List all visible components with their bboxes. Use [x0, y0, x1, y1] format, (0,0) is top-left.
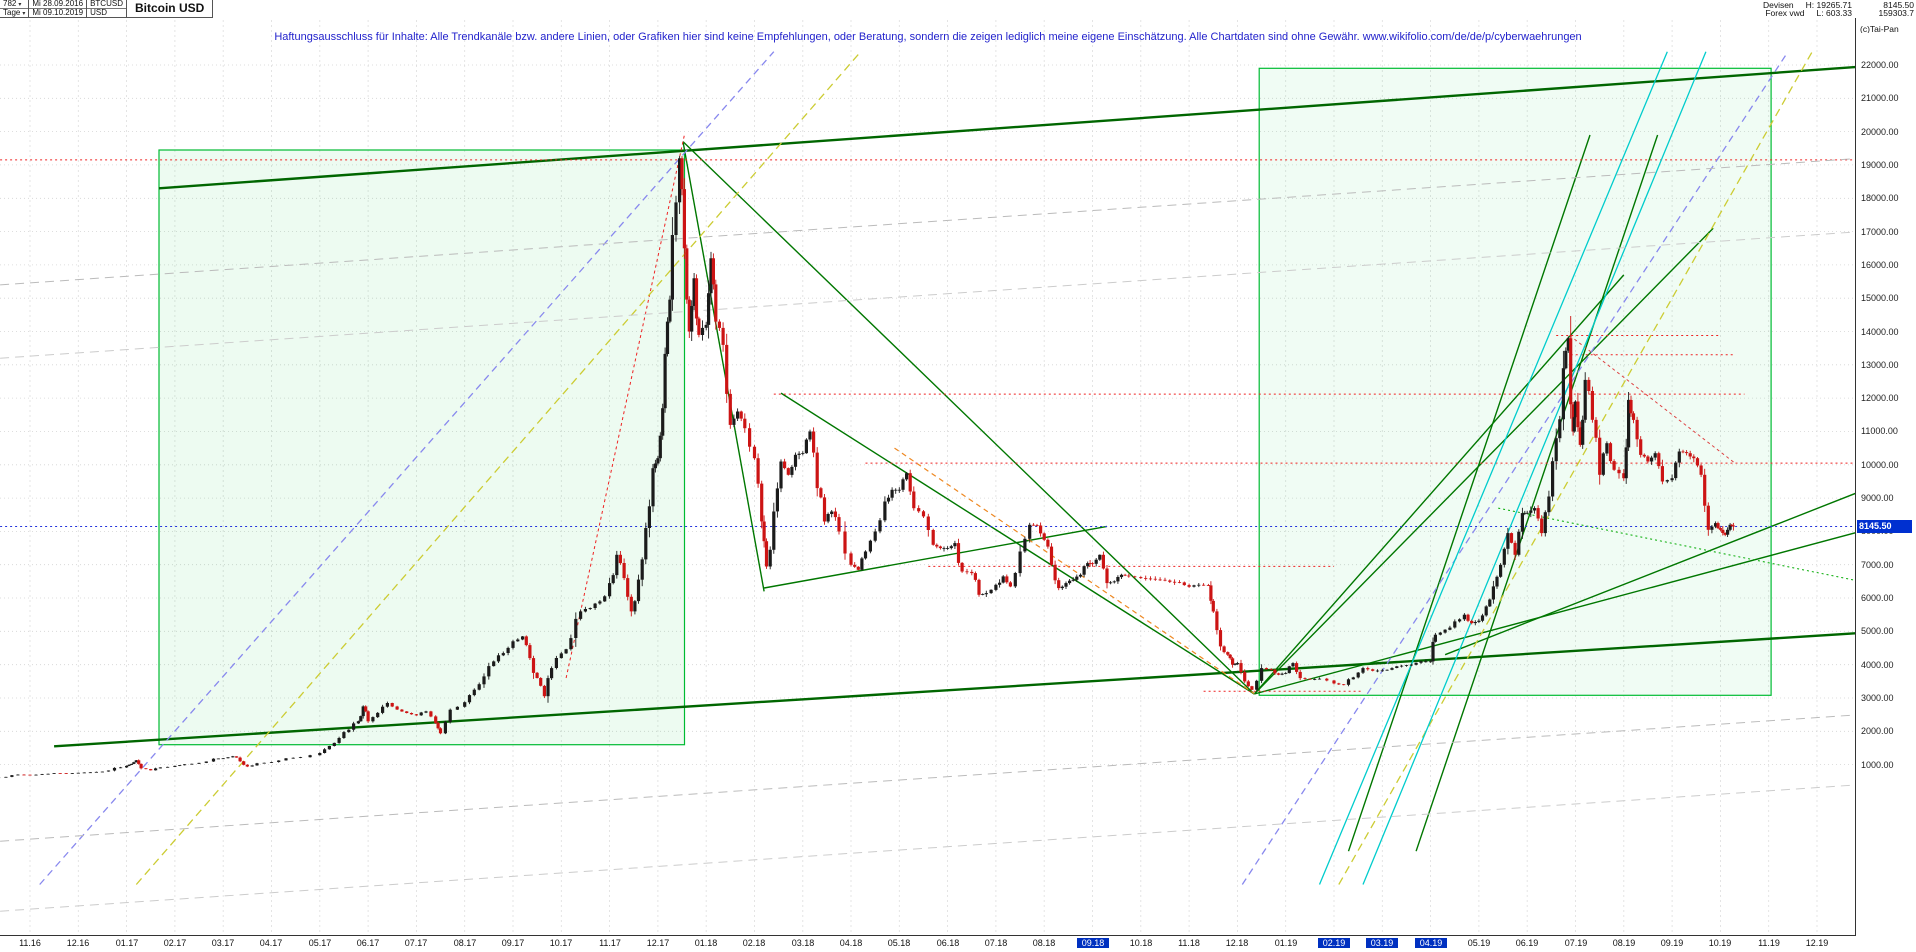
- time-axis-label: 04.19: [1415, 938, 1447, 948]
- session-high: H: 19265.71: [1805, 0, 1852, 10]
- price-axis-label: 17000.00: [1861, 227, 1899, 237]
- period-dropdown[interactable]: Tage ▾: [0, 8, 29, 17]
- time-axis-label: 06.19: [1515, 938, 1539, 948]
- price-axis-label: 11000.00: [1861, 426, 1898, 436]
- price-axis-label: 19000.00: [1861, 160, 1899, 170]
- end-date: Mi 09.10.2019: [29, 8, 87, 17]
- price-axis-label: 7000.00: [1861, 560, 1894, 570]
- time-axis-label: 05.18: [887, 938, 911, 948]
- start-date: Mi 28.09.2016: [32, 0, 84, 8]
- time-axis-label: 05.17: [308, 938, 332, 948]
- last-price-tag: 8145.50: [1857, 520, 1912, 533]
- time-axis-label: 04.18: [839, 938, 863, 948]
- chart-canvas[interactable]: [0, 0, 1856, 936]
- time-axis-label: 01.17: [115, 938, 139, 948]
- time-axis-label: 01.19: [1274, 938, 1298, 948]
- volume-value: 159303.7: [1878, 8, 1914, 18]
- chart-header: 782 ▾ Tage ▾ Mi 28.09.2016 Mi 09.10.2019 B…: [0, 0, 214, 18]
- time-axis-label: 09.18: [1077, 938, 1109, 948]
- time-axis-label: 08.19: [1612, 938, 1636, 948]
- time-axis-label: 09.17: [501, 938, 525, 948]
- price-axis-label: 10000.00: [1861, 460, 1899, 470]
- time-axis-label: 12.17: [646, 938, 670, 948]
- time-axis-label: 07.18: [984, 938, 1008, 948]
- time-axis-label: 05.19: [1467, 938, 1491, 948]
- corner-values: 8145.50 159303.7 (c)Tai-Pan: [1860, 1, 1914, 33]
- time-axis-label: 12.19: [1805, 938, 1829, 948]
- time-axis-label: 10.18: [1129, 938, 1153, 948]
- time-axis-label: 10.17: [549, 938, 573, 948]
- chart-title: Bitcoin USD: [134, 1, 205, 15]
- time-axis-label: 11.18: [1178, 938, 1200, 948]
- price-axis-label: 6000.00: [1861, 593, 1894, 603]
- price-axis-label: 3000.00: [1861, 693, 1894, 703]
- time-axis-label: 11.17: [599, 938, 621, 948]
- feed-label: Forex vwd: [1765, 8, 1805, 18]
- time-axis-label: 11.16: [19, 938, 41, 948]
- time-axis-label: 02.18: [742, 938, 766, 948]
- time-axis-label: 10.19: [1708, 938, 1732, 948]
- time-axis-label: 12.18: [1225, 938, 1249, 948]
- last-price-value: 8145.50: [1883, 0, 1914, 10]
- time-axis-label: 03.17: [211, 938, 235, 948]
- time-axis-label: 02.17: [163, 938, 187, 948]
- price-axis-label: 12000.00: [1861, 393, 1899, 403]
- time-axis-label: 11.19: [1758, 938, 1780, 948]
- chevron-down-icon: ▾: [18, 2, 22, 8]
- price-axis: 8145.50 22000.00 21000.00 20000.00 19000.00…: [1856, 0, 1916, 936]
- price-axis-label: 1000.00: [1861, 760, 1894, 770]
- price-axis-label: 21000.00: [1861, 93, 1899, 103]
- price-axis-label: 4000.00: [1861, 660, 1894, 670]
- time-axis-label: 09.19: [1660, 938, 1684, 948]
- currency-code: USD: [87, 8, 126, 17]
- price-axis-label: 13000.00: [1861, 360, 1899, 370]
- time-axis-label: 08.18: [1032, 938, 1056, 948]
- period-value: Tage: [3, 8, 21, 17]
- time-axis-label: 02.19: [1318, 938, 1350, 948]
- time-axis-label: 07.19: [1564, 938, 1588, 948]
- quote-info: Devisen H: 19265.71 Forex vwd L: 603.33: [1762, 0, 1852, 18]
- price-axis-label: 5000.00: [1861, 626, 1894, 636]
- time-axis-label: 12.16: [66, 938, 90, 948]
- time-axis-label: 06.18: [936, 938, 960, 948]
- price-axis-label: 14000.00: [1861, 327, 1899, 337]
- price-axis-label: 15000.00: [1861, 293, 1899, 303]
- time-axis-label: 01.18: [694, 938, 718, 948]
- price-axis-label: 2000.00: [1861, 726, 1894, 736]
- price-axis-label: 18000.00: [1861, 193, 1899, 203]
- market-label: Devisen: [1762, 0, 1794, 10]
- time-axis-label: 07.17: [404, 938, 428, 948]
- price-axis-label: 22000.00: [1861, 60, 1899, 70]
- price-axis-label: 20000.00: [1861, 127, 1899, 137]
- time-axis-label: 06.17: [356, 938, 380, 948]
- symbol-code: BTCUSD: [90, 0, 123, 8]
- bars-count-value: 782: [3, 0, 17, 8]
- session-low: L: 603.33: [1816, 8, 1852, 18]
- time-axis-label: 08.17: [453, 938, 477, 948]
- time-axis-label: 04.17: [259, 938, 283, 948]
- time-axis-label: 03.18: [791, 938, 815, 948]
- price-axis-label: 16000.00: [1861, 260, 1899, 270]
- disclaimer-text: Haftungsausschluss für Inhalte: Alle Tre…: [274, 31, 1582, 43]
- bars-count-dropdown[interactable]: 782 ▾: [0, 0, 28, 8]
- price-axis-label: 9000.00: [1861, 493, 1894, 503]
- time-axis: 11.16 12.16 01.17 02.17 03.17 04.17 05.17 06.17…: [0, 936, 1916, 952]
- time-axis-label: 03.19: [1366, 938, 1398, 948]
- chevron-down-icon: ▾: [22, 11, 26, 17]
- copyright-label: (c)Tai-Pan: [1860, 25, 1899, 33]
